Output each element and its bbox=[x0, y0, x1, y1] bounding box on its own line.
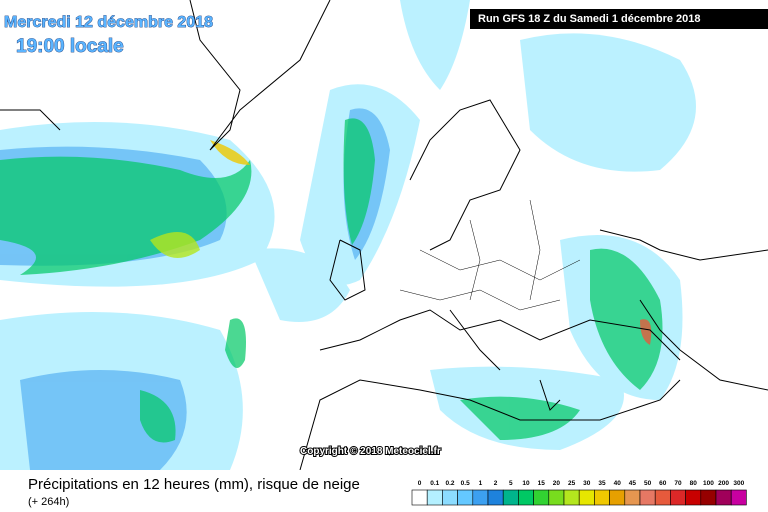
legend-swatch bbox=[548, 489, 565, 506]
borders bbox=[399, 199, 581, 311]
legend-swatch bbox=[685, 489, 702, 506]
footer-lead: (+ 264h) bbox=[28, 496, 69, 508]
legend-swatch bbox=[563, 489, 580, 506]
legend-label: 200 bbox=[718, 480, 729, 487]
legend-label: 40 bbox=[614, 480, 622, 487]
legend: 0 0.1 0.2 0.5 1 2 5 10 15 20 25 30 35 40 45 50 60 70 80 100… bbox=[411, 480, 747, 506]
legend-label: 10 bbox=[522, 480, 530, 487]
legend-label: 35 bbox=[598, 480, 606, 487]
legend-swatch bbox=[502, 489, 519, 506]
legend-label: 20 bbox=[553, 480, 561, 487]
legend-label: 0.1 bbox=[430, 480, 439, 487]
legend-label: 25 bbox=[568, 480, 576, 487]
legend-swatch bbox=[670, 489, 686, 506]
legend-label: 1 bbox=[479, 480, 483, 487]
copyright: Copyright © 2018 Meteociel.fr bbox=[300, 446, 441, 457]
footer-title: Précipitations en 12 heures (mm), risque… bbox=[28, 476, 360, 493]
legend-swatch bbox=[594, 489, 610, 506]
run-box bbox=[470, 9, 768, 29]
legend-label: 15 bbox=[538, 480, 546, 487]
legend-swatch bbox=[715, 489, 732, 506]
legend-swatch bbox=[472, 489, 489, 506]
legend-label: 70 bbox=[674, 480, 682, 487]
legend-swatch bbox=[518, 489, 534, 506]
legend-swatch bbox=[487, 489, 504, 506]
legend-label: 2 bbox=[494, 480, 498, 487]
forecast-date: Mercredi 12 décembre 2018 bbox=[4, 14, 213, 31]
legend-swatch bbox=[457, 489, 474, 506]
legend-label: 100 bbox=[703, 480, 714, 487]
legend-label: 0.2 bbox=[445, 480, 454, 487]
coastlines bbox=[0, 0, 768, 471]
legend-label: 45 bbox=[629, 480, 637, 487]
legend-label: 0 bbox=[418, 480, 422, 487]
legend-swatch bbox=[654, 489, 671, 506]
legend-label: 0.5 bbox=[461, 480, 470, 487]
precip-intense bbox=[150, 140, 652, 345]
legend-swatch bbox=[533, 489, 550, 506]
legend-label: 5 bbox=[509, 480, 513, 487]
legend-swatch bbox=[426, 489, 443, 506]
legend-label: 50 bbox=[644, 480, 652, 487]
legend-swatch bbox=[700, 489, 717, 506]
legend-swatch bbox=[639, 489, 656, 506]
run-label: Run GFS 18 Z du Samedi 1 décembre 2018 bbox=[478, 13, 701, 25]
legend-swatch bbox=[624, 489, 641, 506]
legend-label: 300 bbox=[733, 480, 744, 487]
legend-swatch bbox=[578, 489, 595, 506]
legend-label: 60 bbox=[659, 480, 667, 487]
legend-label: 80 bbox=[690, 480, 698, 487]
forecast-time: 19:00 locale bbox=[16, 36, 124, 57]
legend-swatch bbox=[442, 489, 458, 506]
legend-swatch bbox=[609, 489, 626, 506]
legend-swatch bbox=[730, 489, 747, 506]
legend-label: 30 bbox=[583, 480, 591, 487]
legend-swatch bbox=[411, 489, 428, 506]
